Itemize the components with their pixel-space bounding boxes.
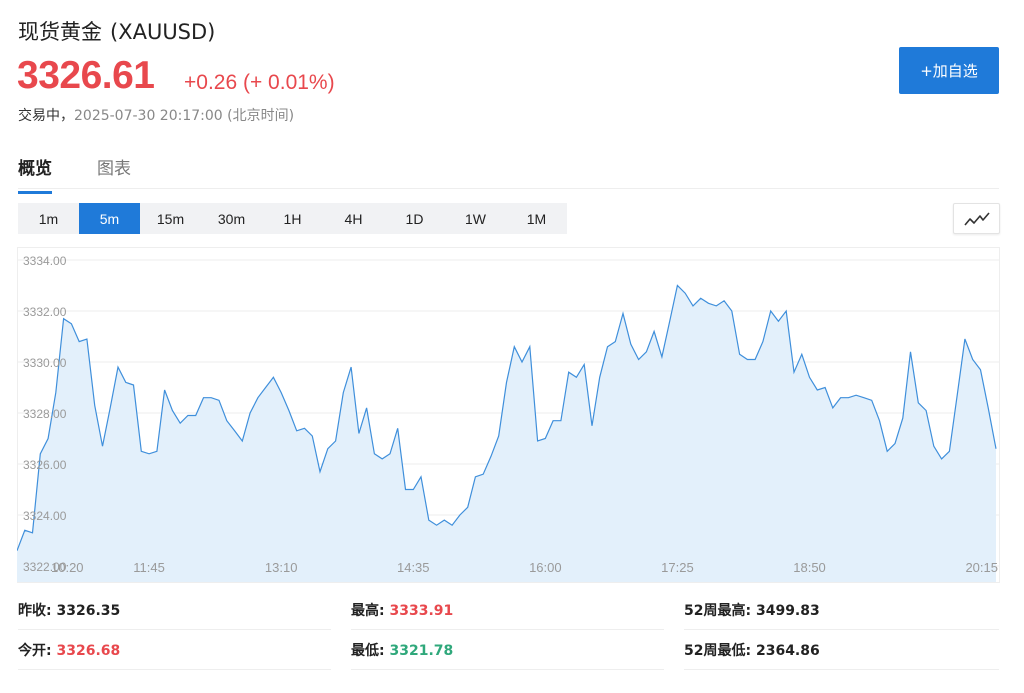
divider	[351, 629, 664, 630]
y-tick-label: 3334.00	[23, 254, 67, 268]
chart-type-button[interactable]	[953, 203, 1000, 234]
current-price: 3326.61	[17, 54, 155, 97]
x-tick-label: 18:50	[793, 560, 826, 575]
instrument-code: (XAUUSD)	[110, 20, 216, 44]
interval-15m[interactable]: 15m	[156, 210, 185, 227]
interval-selector: 1m 5m 15m 30m 1H 4H 1D 1W 1M	[18, 203, 567, 234]
y-tick-label: 3324.00	[23, 509, 67, 523]
y-tick-label: 3322.00	[23, 560, 67, 574]
instrument-title: 现货黄金 (XAUUSD)	[18, 16, 215, 46]
x-tick-label: 16:00	[529, 560, 562, 575]
stats-row-1: 昨收: 3326.35 最高: 3333.91 52周最高: 3499.83	[18, 590, 999, 630]
chart-frame	[17, 247, 1000, 583]
y-tick-label: 3326.00	[23, 458, 67, 472]
stat-52w-high: 52周最高: 3499.83	[684, 603, 820, 619]
trading-status: 交易中，2025-07-30 20:17:00 (北京时间)	[18, 105, 294, 125]
add-to-watchlist-button[interactable]: +加自选	[899, 47, 999, 94]
stat-low: 最低: 3321.78	[351, 643, 454, 659]
divider	[351, 669, 664, 670]
interval-1h[interactable]: 1H	[283, 210, 302, 227]
divider	[684, 629, 999, 630]
interval-1m[interactable]: 1m	[38, 210, 59, 227]
stat-high: 最高: 3333.91	[351, 603, 454, 619]
y-tick-label: 3330.00	[23, 356, 67, 370]
x-tick-label: 11:45	[133, 560, 165, 575]
instrument-name: 现货黄金	[18, 20, 102, 44]
stat-52w-low: 52周最低: 2364.86	[684, 643, 820, 659]
stats-row-2: 今开: 3326.68 最低: 3321.78 52周最低: 2364.86	[18, 630, 999, 670]
y-tick-label: 3328.00	[23, 407, 67, 421]
divider	[18, 629, 331, 630]
x-tick-label: 10:20	[51, 560, 84, 575]
price-change: +0.26 (+ 0.01%)	[184, 71, 335, 94]
stat-prev-close: 昨收: 3326.35	[18, 603, 121, 619]
line-chart-icon	[963, 211, 990, 226]
interval-1mo[interactable]: 1M	[526, 210, 547, 227]
tab-overview[interactable]: 概览	[18, 154, 52, 194]
x-tick-label: 20:15	[965, 560, 998, 575]
interval-5m[interactable]: 5m	[79, 203, 140, 234]
divider	[18, 669, 331, 670]
tab-bar: 概览 图表	[18, 150, 999, 194]
stat-open: 今开: 3326.68	[18, 643, 121, 659]
price-chart[interactable]: 3322.00 3324.00 3326.00 3328.00 3330.00 3332.…	[17, 247, 1000, 583]
interval-1d[interactable]: 1D	[405, 210, 424, 227]
x-tick-label: 13:10	[265, 560, 298, 575]
y-tick-label: 3332.00	[23, 305, 67, 319]
status-timestamp: 2025-07-30 20:17:00 (北京时间)	[74, 108, 295, 124]
tab-chart[interactable]: 图表	[97, 159, 131, 179]
divider	[684, 669, 999, 670]
interval-4h[interactable]: 4H	[344, 210, 363, 227]
status-label: 交易中，	[18, 108, 74, 124]
x-tick-label: 14:35	[397, 560, 430, 575]
price-area	[17, 285, 996, 582]
price-line	[17, 284, 997, 551]
x-tick-label: 17:25	[661, 560, 694, 575]
interval-30m[interactable]: 30m	[217, 210, 246, 227]
interval-1w[interactable]: 1W	[465, 210, 486, 227]
